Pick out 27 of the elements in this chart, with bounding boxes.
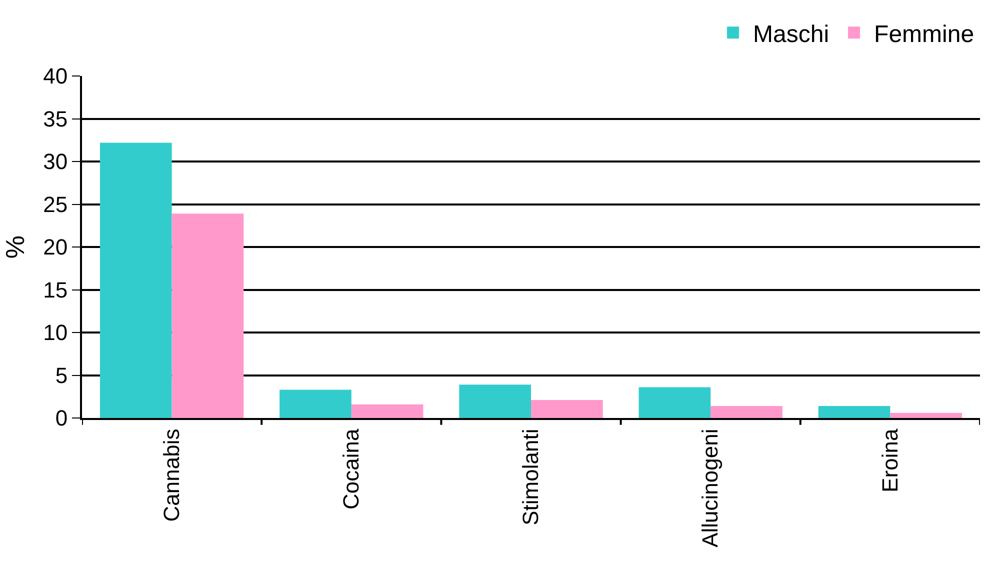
y-tick-label: 30: [43, 149, 68, 174]
bar: [818, 406, 890, 418]
x-tick-label: Stimolanti: [518, 428, 544, 526]
bar: [100, 142, 172, 418]
y-tick-label: 35: [43, 106, 68, 132]
bar: [890, 412, 962, 418]
bar: [531, 400, 603, 418]
bar: [459, 384, 531, 418]
x-tick-label: Cocaina: [338, 428, 364, 510]
bar: [280, 390, 352, 418]
bar: [351, 404, 424, 418]
y-tick-label: 10: [43, 320, 68, 346]
y-tick-label: 5: [55, 362, 68, 388]
bar: [638, 387, 711, 418]
y-tick-label: 20: [43, 234, 68, 260]
y-tick-label: 40: [43, 64, 68, 89]
x-tick-label: Eroina: [877, 428, 902, 492]
bar: [710, 406, 782, 418]
legend-label: Femmine: [874, 20, 974, 48]
y-tick-label: 25: [43, 192, 68, 217]
bar: [172, 214, 244, 418]
y-axis-title: %: [0, 235, 30, 259]
legend-label: Maschi: [753, 20, 830, 48]
x-tick-label: Cannabis: [158, 428, 184, 522]
y-tick-label: 15: [43, 277, 68, 302]
x-tick-label: Allucinogeni: [698, 428, 723, 548]
y-tick-label: 0: [55, 406, 68, 431]
